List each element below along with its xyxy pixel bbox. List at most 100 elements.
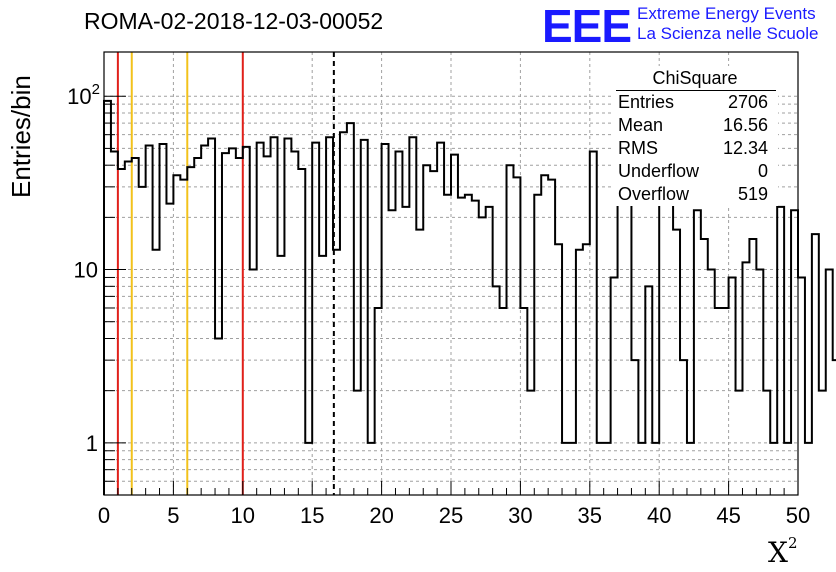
histogram-bin xyxy=(631,360,638,495)
x-tick-label: 30 xyxy=(508,503,532,528)
histogram-bin xyxy=(500,308,507,495)
histogram-bin xyxy=(180,180,187,495)
histogram-bin xyxy=(264,156,271,495)
stats-value: 2706 xyxy=(727,92,768,112)
x-tick-label: 0 xyxy=(98,503,110,528)
histogram-bin xyxy=(798,277,805,495)
histogram-bin xyxy=(513,177,520,495)
histogram-bin xyxy=(659,175,666,495)
stats-value: 0 xyxy=(757,161,768,181)
x-tick-label: 10 xyxy=(231,503,255,528)
histogram-bin xyxy=(625,189,632,495)
eee-logo: EEE Extreme Energy Events La Scienza nel… xyxy=(542,0,832,52)
histogram-bin xyxy=(368,443,375,495)
x-tick-label: 35 xyxy=(578,503,602,528)
histogram-bin xyxy=(257,143,264,495)
histogram-bin xyxy=(271,137,278,495)
histogram-bin xyxy=(125,162,132,495)
x-tick-label: 50 xyxy=(786,503,810,528)
x-axis-label-sup: 2 xyxy=(787,533,798,552)
stats-value: 519 xyxy=(737,184,768,204)
histogram-bin xyxy=(389,210,396,495)
x-tick-labels: 0 5 10 15 20 25 30 35 40 45 50 xyxy=(98,503,810,528)
histogram-bin xyxy=(520,308,527,495)
stats-divider xyxy=(616,90,776,91)
axis-ticks xyxy=(103,95,799,495)
histogram-bin xyxy=(763,391,770,495)
histogram-bin xyxy=(160,144,167,495)
histogram-bin xyxy=(534,195,541,495)
x-tick-label: 5 xyxy=(167,503,179,528)
histogram-bin xyxy=(423,165,430,495)
x-tick-label: 20 xyxy=(369,503,393,528)
histogram-bin xyxy=(215,338,222,495)
stats-row-mean: Mean 16.56 xyxy=(618,115,768,137)
stats-value: 16.56 xyxy=(722,115,768,135)
histogram-bin xyxy=(493,286,500,495)
histogram-bin xyxy=(548,180,555,495)
y-axis-label: Entries/bin xyxy=(6,75,36,198)
y-tick-label: 1 xyxy=(86,431,98,456)
histogram-bin xyxy=(326,137,333,495)
histogram-bin xyxy=(590,151,597,495)
histogram-bin xyxy=(805,443,812,495)
histogram-bin xyxy=(291,151,298,495)
stats-label: Mean xyxy=(618,115,664,135)
histogram-bin xyxy=(770,443,777,495)
histogram-bin xyxy=(458,198,465,495)
histogram-bin xyxy=(229,148,236,495)
stats-title: ChiSquare xyxy=(652,68,738,88)
histogram-bin xyxy=(298,169,305,495)
histogram-bin xyxy=(354,391,361,495)
histogram-bin xyxy=(319,256,326,495)
histogram-bin xyxy=(111,151,118,495)
histogram-bin xyxy=(472,201,479,495)
histogram-bin xyxy=(118,169,125,495)
histogram-bin xyxy=(541,175,548,495)
histogram-bin xyxy=(645,286,652,495)
histogram-bin xyxy=(250,270,257,495)
reference-lines xyxy=(116,52,335,495)
histogram-bin xyxy=(284,139,291,495)
x-tick-label: 25 xyxy=(439,503,463,528)
histogram-bin xyxy=(784,443,791,495)
histogram-bin xyxy=(486,207,493,495)
histogram-bin xyxy=(618,198,625,495)
y-tick-labels: 1 10 102 xyxy=(67,81,100,456)
x-tick-label: 40 xyxy=(647,503,671,528)
histogram-bin xyxy=(680,360,687,495)
histogram-bin xyxy=(791,210,798,495)
histogram-bin xyxy=(430,171,437,495)
histogram-bin xyxy=(243,147,250,495)
x-tick-label: 15 xyxy=(300,503,324,528)
histogram-bin xyxy=(826,270,833,495)
histogram-bins xyxy=(103,99,836,495)
eee-logo-line1: Extreme Energy Events xyxy=(637,4,816,23)
histogram-bin xyxy=(194,158,201,495)
stats-label: RMS xyxy=(618,138,658,158)
x-tick-label: 45 xyxy=(716,503,740,528)
stats-row-rms: RMS 12.34 xyxy=(618,138,768,160)
histogram-bin xyxy=(479,217,486,495)
y-tick-exponent: 2 xyxy=(92,81,100,98)
histogram-bin xyxy=(729,277,736,495)
stats-value: 12.34 xyxy=(722,138,768,158)
histogram-bin xyxy=(576,250,583,495)
y-tick-label: 102 xyxy=(67,81,100,109)
histogram-bin xyxy=(132,158,139,495)
histogram-bin xyxy=(569,443,576,495)
histogram-bin xyxy=(812,234,819,495)
histogram-bin xyxy=(444,195,451,495)
histogram-bin xyxy=(652,443,659,495)
histogram-bin xyxy=(736,391,743,495)
run-title: ROMA-02-2018-12-03-00052 xyxy=(84,8,384,34)
histogram-bin xyxy=(382,144,389,495)
histogram-bin xyxy=(604,443,611,495)
histogram-bin xyxy=(153,250,160,495)
histogram-bin xyxy=(416,230,423,495)
histogram-bin xyxy=(361,140,368,495)
histogram-bin xyxy=(465,195,472,495)
stats-box: ChiSquare Entries 2706 Mean 16.56 RMS 12… xyxy=(612,66,778,206)
histogram-bin xyxy=(597,443,604,495)
histogram-bin xyxy=(722,308,729,495)
